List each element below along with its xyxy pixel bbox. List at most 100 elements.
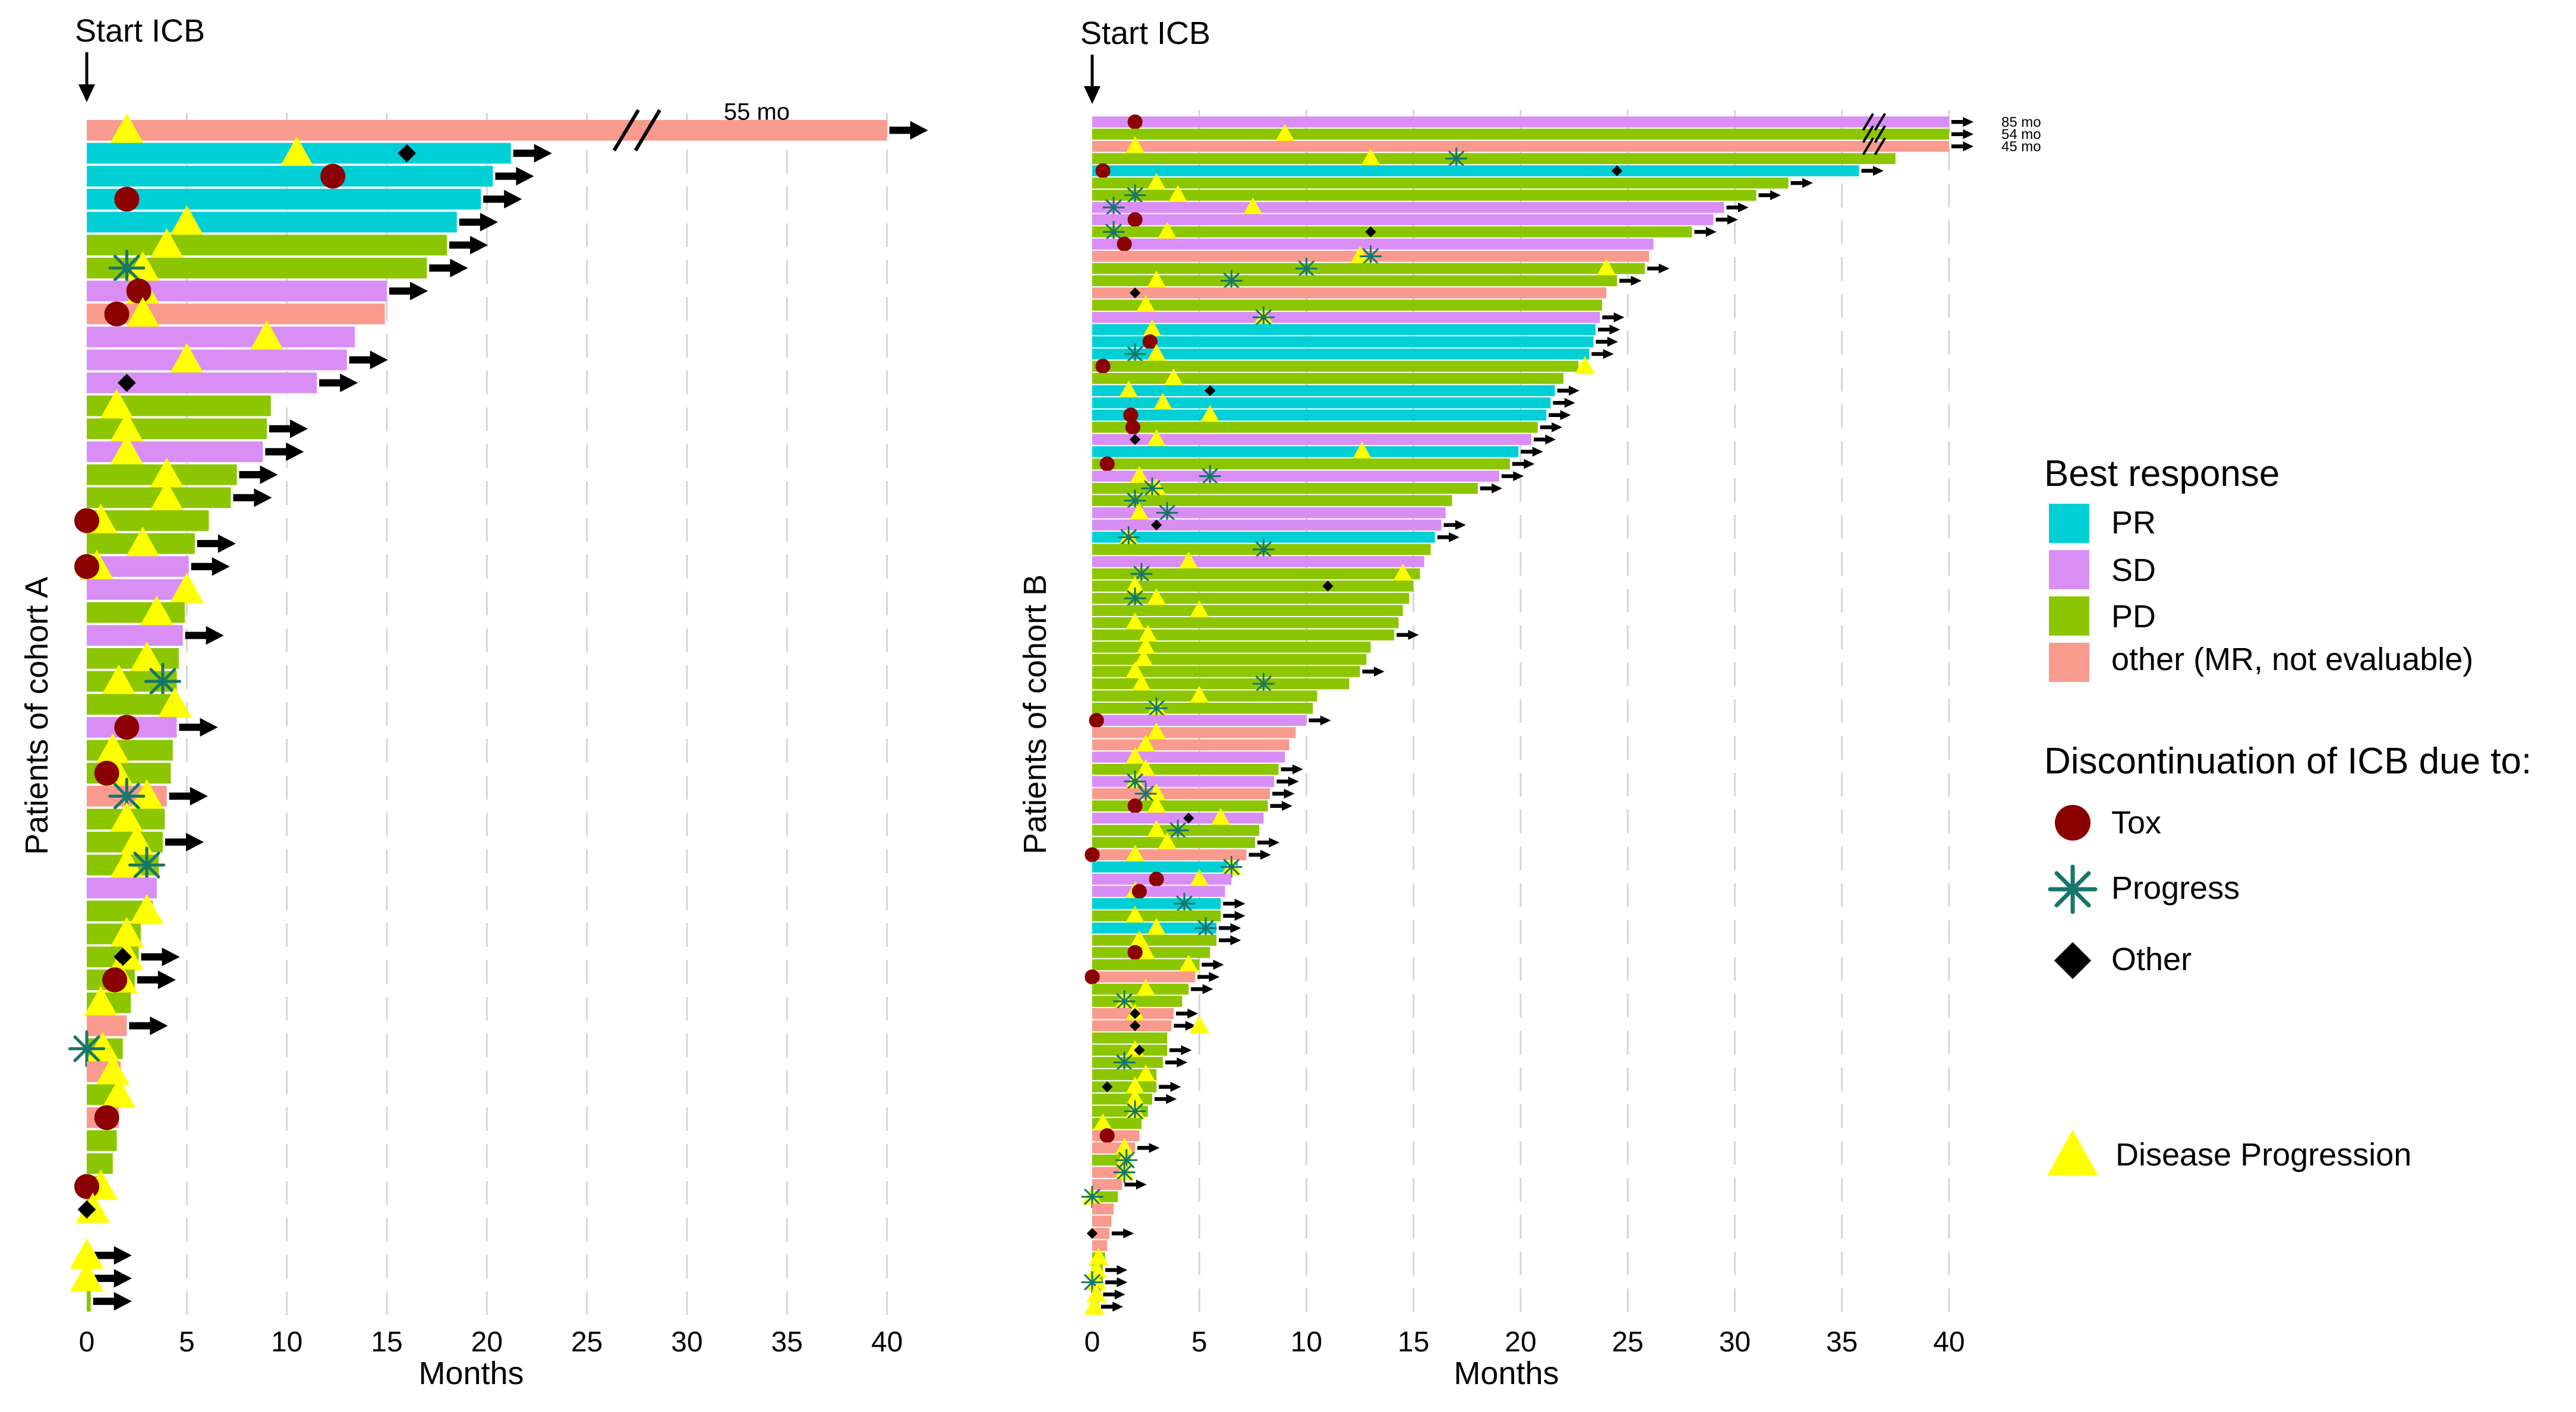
disease-progression-marker bbox=[109, 113, 144, 144]
patient-bar bbox=[87, 1015, 127, 1037]
progress-marker-stroke bbox=[1127, 492, 1143, 509]
patient-bar bbox=[1092, 446, 1519, 457]
disease-progression-triangle-icon bbox=[2047, 1130, 2098, 1176]
progress-marker bbox=[1252, 538, 1275, 561]
disease-progression-marker bbox=[130, 641, 164, 672]
ongoing-arrow-head bbox=[1288, 776, 1299, 786]
legend-label-pr: PR bbox=[2111, 505, 2156, 541]
disease-progression-marker bbox=[70, 1238, 104, 1269]
patient-bar bbox=[1092, 837, 1255, 848]
disease-progression-marker bbox=[96, 733, 130, 764]
patient-bar bbox=[1092, 959, 1200, 971]
progress-marker-stroke bbox=[1118, 1152, 1135, 1168]
tox-icon bbox=[2055, 805, 2091, 841]
patient-bar bbox=[1092, 580, 1414, 592]
disease-progression-marker bbox=[1088, 1247, 1109, 1266]
disease-progression-marker bbox=[1124, 1076, 1146, 1095]
patient-bar bbox=[1092, 776, 1275, 787]
patient-bar bbox=[1092, 116, 1949, 128]
disease-progression-marker bbox=[109, 848, 144, 879]
tox-marker bbox=[1099, 1128, 1115, 1144]
ongoing-arrow-head bbox=[113, 1292, 132, 1311]
ongoing-arrow-head bbox=[1209, 972, 1220, 982]
patient-bar bbox=[1092, 788, 1270, 800]
ongoing-arrow-head bbox=[1963, 129, 1974, 140]
tox-marker bbox=[74, 508, 99, 533]
x-tick-label: 25 bbox=[1612, 1326, 1643, 1358]
patient-bar bbox=[1092, 532, 1435, 543]
tox-marker bbox=[114, 187, 140, 212]
ongoing-arrow-head bbox=[1320, 715, 1331, 726]
disease-progression-marker bbox=[1146, 588, 1167, 607]
patient-bar bbox=[87, 1291, 91, 1312]
x-tick-label: 35 bbox=[771, 1326, 803, 1358]
progress-marker-stroke bbox=[1176, 895, 1193, 912]
axis-break-mark bbox=[1874, 137, 1886, 156]
x-tick-label: 35 bbox=[1826, 1326, 1858, 1358]
disease-progression-marker bbox=[1146, 820, 1167, 839]
disease-progression-marker bbox=[1178, 551, 1199, 570]
disease-progression-marker bbox=[1178, 954, 1199, 973]
progress-marker-stroke bbox=[113, 782, 140, 810]
ongoing-arrow-head bbox=[1170, 1082, 1181, 1092]
ongoing-arrow-head bbox=[450, 258, 468, 277]
legend-swatch-pd bbox=[2049, 596, 2089, 636]
disease-progression-marker bbox=[1084, 1296, 1105, 1315]
ongoing-arrow-head bbox=[370, 350, 388, 369]
x-tick-label: 25 bbox=[571, 1326, 603, 1358]
disease-progression-marker bbox=[100, 388, 134, 419]
progress-marker-stroke bbox=[1148, 700, 1165, 716]
ongoing-arrow-head bbox=[200, 718, 218, 737]
disease-progression-marker bbox=[1146, 343, 1167, 362]
progress-marker bbox=[108, 778, 146, 815]
ongoing-arrow-head bbox=[260, 465, 278, 484]
disease-progression-marker bbox=[1124, 661, 1146, 680]
duration-annotation: 45 mo bbox=[2001, 138, 2041, 154]
ongoing-arrow-head bbox=[190, 786, 208, 805]
disease-progression-marker bbox=[1124, 747, 1146, 765]
disease-progression-marker bbox=[1596, 258, 1617, 277]
disease-progression-marker bbox=[1092, 1113, 1114, 1132]
ongoing-arrow-head bbox=[1564, 397, 1575, 408]
x-tick-label: 0 bbox=[1084, 1326, 1101, 1358]
legend-swatch-pr bbox=[2049, 504, 2089, 543]
disease-progression-marker bbox=[1131, 673, 1152, 692]
ongoing-arrow-head bbox=[1123, 1228, 1134, 1239]
patient-bar bbox=[1092, 226, 1692, 238]
progress-marker-stroke bbox=[149, 668, 176, 695]
patient-bar bbox=[1092, 409, 1547, 421]
start-arrow-head bbox=[1084, 86, 1101, 104]
progress-marker-stroke bbox=[1127, 590, 1143, 607]
disease-progression-marker bbox=[1146, 172, 1167, 191]
progress-marker bbox=[1113, 1051, 1136, 1074]
ongoing-arrow-head bbox=[1532, 447, 1543, 457]
legend-label-pd: PD bbox=[2111, 599, 2156, 634]
progress-marker-stroke bbox=[1120, 529, 1137, 545]
progress-marker-stroke bbox=[1159, 504, 1175, 521]
disease-progression-marker bbox=[109, 434, 144, 465]
x-tick-label: 30 bbox=[1719, 1326, 1751, 1358]
tox-marker bbox=[114, 715, 140, 740]
tox-marker bbox=[74, 1174, 99, 1199]
x-tick-label: 5 bbox=[179, 1326, 195, 1358]
disease-progression-marker bbox=[1189, 868, 1210, 887]
axis-break-mark bbox=[612, 109, 640, 151]
disease-progression-marker bbox=[280, 136, 314, 167]
patient-bar bbox=[1092, 568, 1420, 580]
ongoing-arrow-head bbox=[1177, 1057, 1188, 1067]
disease-progression-marker bbox=[140, 595, 174, 626]
ongoing-arrow-head bbox=[1545, 434, 1556, 445]
tox-marker bbox=[1089, 713, 1104, 728]
progress-marker-stroke bbox=[1084, 1189, 1101, 1205]
patient-bar bbox=[1092, 153, 1896, 165]
patient-bar bbox=[1092, 727, 1296, 738]
ongoing-arrow-head bbox=[157, 970, 176, 990]
patient-bar bbox=[1092, 1228, 1109, 1239]
patient-bar bbox=[1092, 128, 1949, 140]
patient-bar bbox=[1092, 971, 1196, 983]
patient-bar bbox=[1092, 629, 1395, 641]
ongoing-arrow-head bbox=[1213, 959, 1224, 970]
disease-progression-marker bbox=[130, 779, 164, 810]
disease-progression-marker bbox=[119, 825, 154, 856]
disease-progression-marker bbox=[1350, 246, 1370, 264]
